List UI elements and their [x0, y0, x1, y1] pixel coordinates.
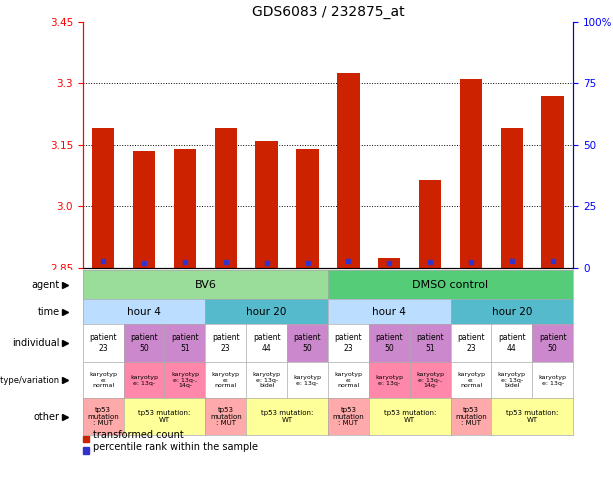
- Text: agent: agent: [31, 280, 60, 290]
- Text: patient
51: patient 51: [171, 333, 199, 353]
- Text: karyotyp
e: 13q-
bidel: karyotyp e: 13q- bidel: [253, 372, 281, 388]
- Text: individual: individual: [12, 338, 60, 348]
- Text: karyotyp
e: 13q-: karyotyp e: 13q-: [130, 375, 158, 385]
- Text: karyotyp
e: 13q-,
14q-: karyotyp e: 13q-, 14q-: [416, 372, 444, 388]
- Text: tp53
mutation
: MUT: tp53 mutation : MUT: [210, 407, 242, 426]
- Bar: [501, 128, 523, 268]
- Text: karyotyp
e:
normal: karyotyp e: normal: [211, 372, 240, 388]
- Text: karyotyp
e: 13q-: karyotyp e: 13q-: [539, 375, 567, 385]
- Bar: [541, 96, 564, 268]
- Text: karyotyp
e:
normal: karyotyp e: normal: [457, 372, 485, 388]
- Text: DMSO control: DMSO control: [413, 280, 489, 290]
- Text: percentile rank within the sample: percentile rank within the sample: [93, 442, 257, 452]
- Bar: [337, 73, 360, 268]
- Text: patient
23: patient 23: [335, 333, 362, 353]
- Text: patient
23: patient 23: [212, 333, 240, 353]
- Text: BV6: BV6: [194, 280, 216, 290]
- Bar: [215, 128, 237, 268]
- Text: patient
51: patient 51: [416, 333, 444, 353]
- Text: hour 20: hour 20: [246, 307, 287, 316]
- Text: karyotyp
e:
normal: karyotyp e: normal: [89, 372, 117, 388]
- Text: tp53 mutation:
WT: tp53 mutation: WT: [261, 411, 313, 423]
- Text: transformed count: transformed count: [93, 430, 183, 440]
- Bar: [378, 258, 400, 268]
- Text: hour 4: hour 4: [372, 307, 406, 316]
- Text: karyotyp
e: 13q-: karyotyp e: 13q-: [375, 375, 403, 385]
- Text: hour 4: hour 4: [127, 307, 161, 316]
- Text: patient
44: patient 44: [498, 333, 526, 353]
- Text: patient
23: patient 23: [457, 333, 485, 353]
- Bar: [296, 149, 319, 268]
- Bar: [460, 79, 482, 268]
- Text: hour 20: hour 20: [492, 307, 532, 316]
- Text: karyotyp
e: 13q-: karyotyp e: 13q-: [294, 375, 322, 385]
- Text: karyotyp
e: 13q-
bidel: karyotyp e: 13q- bidel: [498, 372, 526, 388]
- Text: tp53
mutation
: MUT: tp53 mutation : MUT: [332, 407, 364, 426]
- Text: tp53 mutation:
WT: tp53 mutation: WT: [139, 411, 191, 423]
- Text: karyotyp
e: 13q-,
14q-: karyotyp e: 13q-, 14q-: [171, 372, 199, 388]
- Bar: [92, 128, 115, 268]
- Title: GDS6083 / 232875_at: GDS6083 / 232875_at: [252, 5, 404, 19]
- Text: time: time: [37, 307, 60, 316]
- Text: patient
50: patient 50: [375, 333, 403, 353]
- Text: tp53
mutation
: MUT: tp53 mutation : MUT: [455, 407, 487, 426]
- Text: patient
50: patient 50: [130, 333, 158, 353]
- Bar: [256, 141, 278, 268]
- Text: patient
50: patient 50: [294, 333, 321, 353]
- Text: tp53 mutation:
WT: tp53 mutation: WT: [506, 411, 558, 423]
- Text: tp53
mutation
: MUT: tp53 mutation : MUT: [87, 407, 119, 426]
- Text: tp53 mutation:
WT: tp53 mutation: WT: [384, 411, 436, 423]
- Text: karyotyp
e:
normal: karyotyp e: normal: [334, 372, 362, 388]
- Text: patient
50: patient 50: [539, 333, 566, 353]
- Text: patient
23: patient 23: [89, 333, 117, 353]
- Bar: [419, 180, 441, 268]
- Bar: [133, 151, 155, 268]
- Bar: [173, 149, 196, 268]
- Text: other: other: [34, 412, 60, 422]
- Text: patient
44: patient 44: [253, 333, 281, 353]
- Text: genotype/variation: genotype/variation: [0, 376, 60, 385]
